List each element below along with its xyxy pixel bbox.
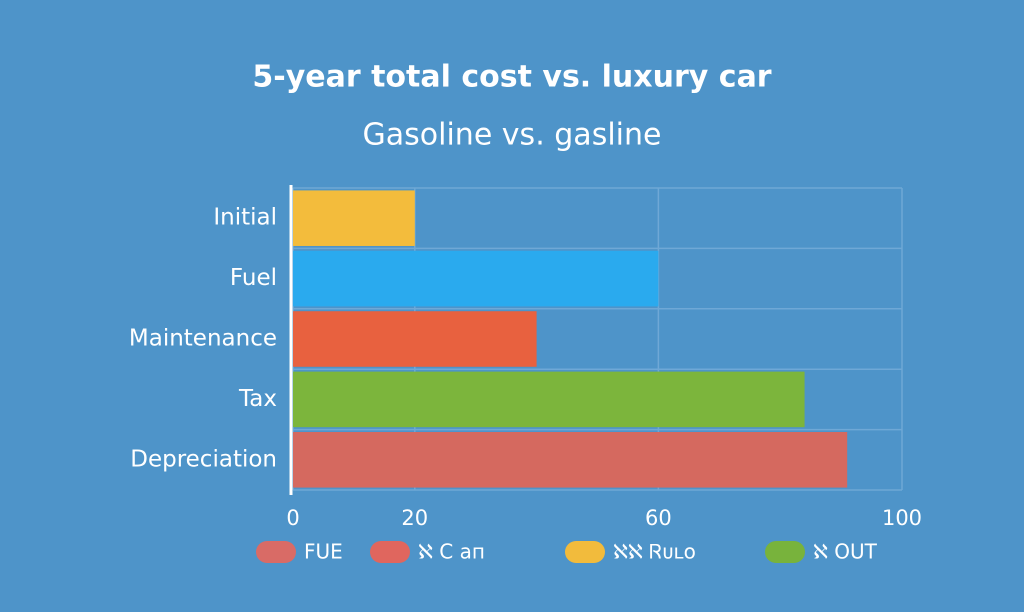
bar — [293, 371, 805, 428]
y-tick-label: Tax — [238, 386, 277, 412]
y-tick-label: Fuel — [230, 265, 277, 291]
legend-swatch — [370, 541, 410, 563]
y-tick-label: Initial — [213, 205, 277, 231]
bar — [293, 250, 659, 307]
legend-label: ℵ OUT — [813, 540, 878, 564]
legend-swatch — [256, 541, 296, 563]
legend-label: ℵℵ Ꮢᴜʟᴏ — [613, 540, 696, 564]
x-tick-label: 60 — [645, 506, 672, 530]
chart-subtitle: Gasoline vs. gasline — [363, 118, 662, 153]
x-tick-label: 20 — [401, 506, 428, 530]
chart-title: 5-year total cost vs. luxury car — [252, 60, 771, 95]
x-tick-label: 0 — [286, 506, 299, 530]
legend-label: FUE — [304, 540, 343, 564]
legend-swatch — [765, 541, 805, 563]
legend-swatch — [565, 541, 605, 563]
bar — [293, 190, 415, 246]
y-tick-label: Depreciation — [130, 446, 277, 472]
bar — [293, 432, 848, 488]
y-tick-label: Maintenance — [129, 326, 277, 352]
legend-label: ℵ C ап — [418, 540, 485, 564]
x-tick-label: 100 — [882, 506, 922, 530]
bar — [293, 311, 537, 367]
